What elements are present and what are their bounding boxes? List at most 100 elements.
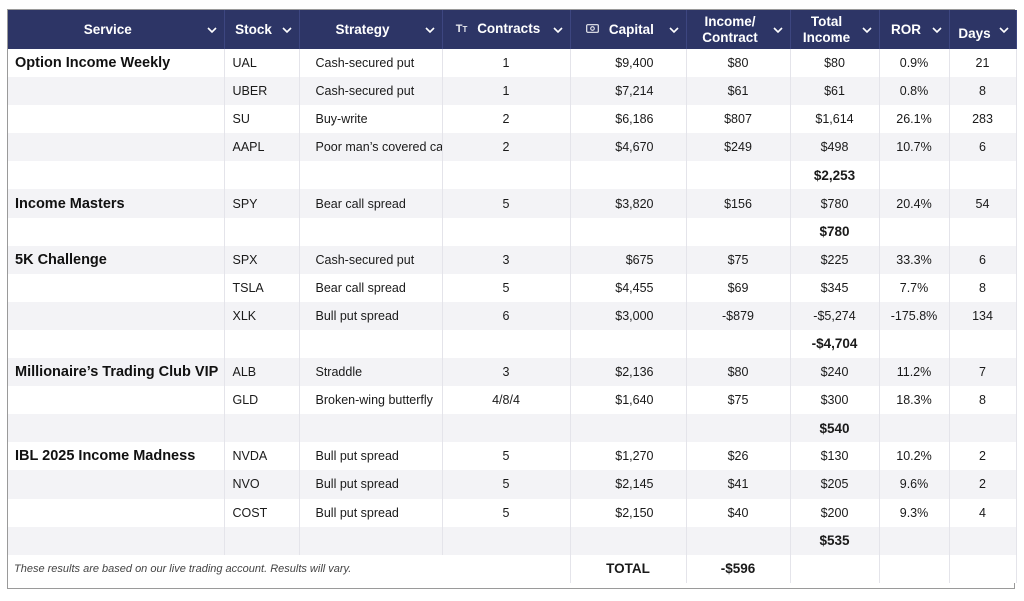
strategy-cell[interactable]: Cash-secured put: [299, 77, 443, 106]
contracts-cell[interactable]: 6: [442, 301, 571, 330]
empty-cell[interactable]: [949, 161, 1017, 190]
service-cell[interactable]: [8, 386, 225, 415]
strategy-cell[interactable]: Straddle: [299, 358, 443, 387]
contracts-cell[interactable]: 5: [442, 498, 571, 527]
empty-cell[interactable]: [8, 414, 225, 443]
income-per-contract-cell[interactable]: $80: [686, 358, 791, 387]
service-subtotal[interactable]: -$4,704: [790, 329, 880, 359]
stock-cell[interactable]: ALB: [224, 358, 300, 387]
empty-cell[interactable]: [949, 554, 1017, 583]
days-cell[interactable]: 21: [949, 49, 1017, 78]
days-cell[interactable]: 6: [949, 245, 1017, 274]
stock-cell[interactable]: TSLA: [224, 273, 300, 302]
empty-cell[interactable]: [570, 329, 687, 359]
income-per-contract-cell[interactable]: $26: [686, 442, 791, 471]
income-per-contract-cell[interactable]: $249: [686, 133, 791, 162]
strategy-cell[interactable]: Bull put spread: [299, 442, 443, 471]
empty-cell[interactable]: [442, 414, 571, 443]
days-cell[interactable]: 7: [949, 358, 1017, 387]
empty-cell[interactable]: [299, 526, 443, 555]
service-subtotal[interactable]: $540: [790, 414, 880, 443]
days-cell[interactable]: 8: [949, 77, 1017, 106]
empty-cell[interactable]: [570, 161, 687, 190]
stock-cell[interactable]: COST: [224, 498, 300, 527]
column-header-stock[interactable]: Stock: [224, 10, 300, 49]
empty-cell[interactable]: [570, 526, 687, 555]
column-header-days[interactable]: Days: [949, 10, 1017, 49]
column-header-service[interactable]: Service: [8, 10, 225, 49]
contracts-cell[interactable]: 5: [442, 189, 571, 218]
income-per-contract-cell[interactable]: $75: [686, 245, 791, 274]
income-per-contract-cell[interactable]: -$879: [686, 301, 791, 330]
days-cell[interactable]: 283: [949, 105, 1017, 134]
empty-cell[interactable]: [8, 526, 225, 555]
ror-cell[interactable]: 11.2%: [879, 358, 950, 387]
strategy-cell[interactable]: Poor man’s covered call: [299, 133, 443, 162]
contracts-cell[interactable]: 2: [442, 133, 571, 162]
days-cell[interactable]: 8: [949, 273, 1017, 302]
column-header-strategy[interactable]: Strategy: [299, 10, 443, 49]
days-cell[interactable]: 6: [949, 133, 1017, 162]
column-header-income-contract[interactable]: Income/Contract: [686, 10, 791, 49]
capital-cell[interactable]: $3,820: [570, 189, 687, 218]
stock-cell[interactable]: NVDA: [224, 442, 300, 471]
income-per-contract-cell[interactable]: $69: [686, 273, 791, 302]
chevron-down-icon[interactable]: [931, 25, 943, 35]
strategy-cell[interactable]: Bull put spread: [299, 470, 443, 499]
empty-cell[interactable]: [8, 217, 225, 246]
contracts-cell[interactable]: 3: [442, 245, 571, 274]
empty-cell[interactable]: [224, 526, 300, 555]
capital-cell[interactable]: $2,150: [570, 498, 687, 527]
stock-cell[interactable]: AAPL: [224, 133, 300, 162]
stock-cell[interactable]: GLD: [224, 386, 300, 415]
ror-cell[interactable]: 10.2%: [879, 442, 950, 471]
ror-cell[interactable]: 9.6%: [879, 470, 950, 499]
service-subtotal[interactable]: $2,253: [790, 161, 880, 190]
income-per-contract-cell[interactable]: $41: [686, 470, 791, 499]
days-cell[interactable]: 54: [949, 189, 1017, 218]
empty-cell[interactable]: [224, 217, 300, 246]
capital-cell[interactable]: $2,136: [570, 358, 687, 387]
empty-cell[interactable]: [949, 329, 1017, 359]
income-per-contract-cell[interactable]: $40: [686, 498, 791, 527]
service-cell[interactable]: [8, 273, 225, 302]
capital-cell[interactable]: $4,670: [570, 133, 687, 162]
days-cell[interactable]: 2: [949, 442, 1017, 471]
service-subtotal[interactable]: $780: [790, 217, 880, 246]
income-per-contract-cell[interactable]: $61: [686, 77, 791, 106]
total-income-cell[interactable]: $1,614: [790, 105, 880, 134]
stock-cell[interactable]: SPY: [224, 189, 300, 218]
ror-cell[interactable]: 33.3%: [879, 245, 950, 274]
income-per-contract-cell[interactable]: $807: [686, 105, 791, 134]
empty-cell[interactable]: [299, 217, 443, 246]
chevron-down-icon[interactable]: [861, 25, 873, 35]
service-cell[interactable]: [8, 301, 225, 330]
days-cell[interactable]: 4: [949, 498, 1017, 527]
strategy-cell[interactable]: Broken-wing butterfly: [299, 386, 443, 415]
total-income-cell[interactable]: $80: [790, 49, 880, 78]
capital-cell[interactable]: $675: [570, 245, 687, 274]
service-cell[interactable]: Millionaire’s Trading Club VIP: [8, 358, 225, 387]
capital-cell[interactable]: $1,640: [570, 386, 687, 415]
empty-cell[interactable]: [949, 217, 1017, 246]
empty-cell[interactable]: [442, 526, 571, 555]
total-income-cell[interactable]: $780: [790, 189, 880, 218]
empty-cell[interactable]: [299, 414, 443, 443]
empty-cell[interactable]: [299, 161, 443, 190]
service-cell[interactable]: Income Masters: [8, 189, 225, 218]
strategy-cell[interactable]: Bear call spread: [299, 273, 443, 302]
days-cell[interactable]: 134: [949, 301, 1017, 330]
stock-cell[interactable]: SPX: [224, 245, 300, 274]
empty-cell[interactable]: [8, 161, 225, 190]
service-cell[interactable]: [8, 498, 225, 527]
service-cell[interactable]: [8, 77, 225, 106]
contracts-cell[interactable]: 4/8/4: [442, 386, 571, 415]
contracts-cell[interactable]: 1: [442, 49, 571, 78]
total-income-cell[interactable]: $498: [790, 133, 880, 162]
days-cell[interactable]: 8: [949, 386, 1017, 415]
empty-cell[interactable]: [442, 329, 571, 359]
capital-cell[interactable]: $1,270: [570, 442, 687, 471]
empty-cell[interactable]: [686, 526, 791, 555]
capital-cell[interactable]: $6,186: [570, 105, 687, 134]
strategy-cell[interactable]: Bear call spread: [299, 189, 443, 218]
